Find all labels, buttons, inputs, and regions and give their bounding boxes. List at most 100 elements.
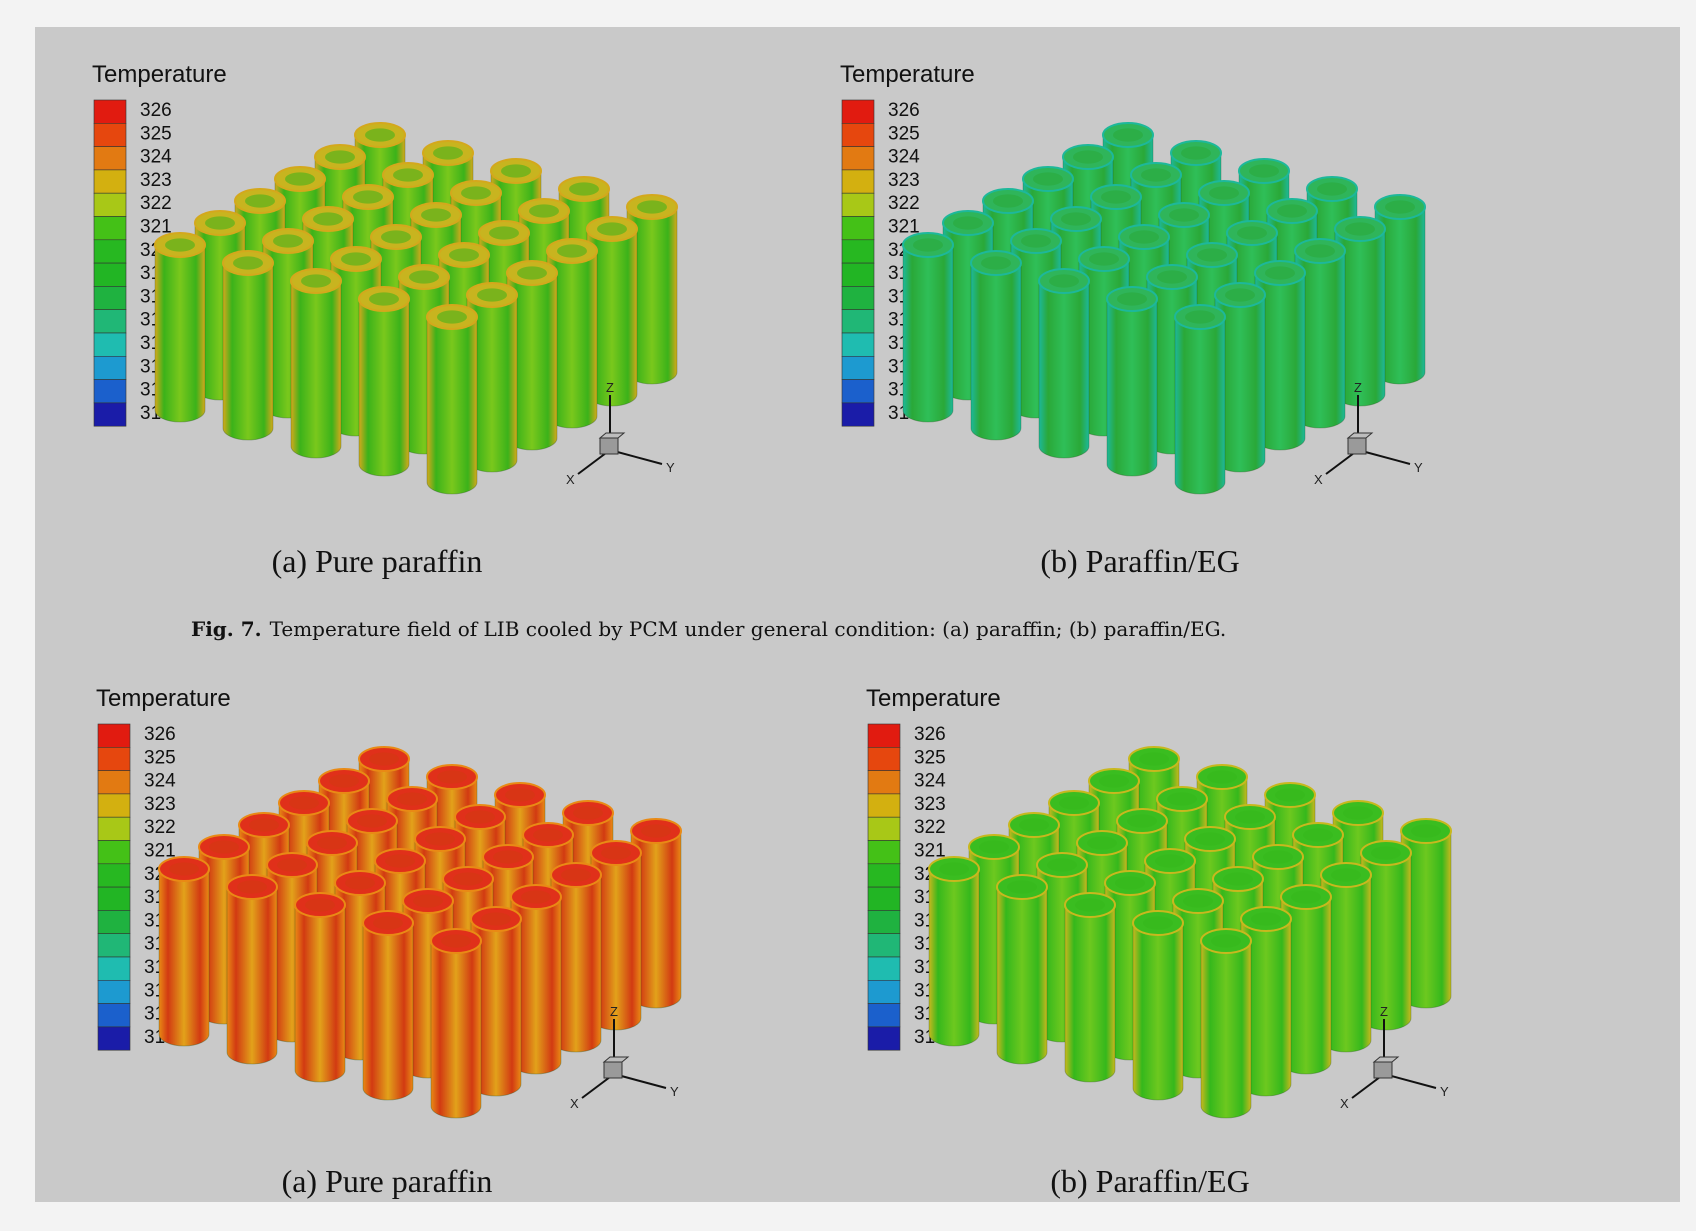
legend-tick-label: 326: [144, 724, 176, 745]
axis-label-y: Y: [1440, 1084, 1449, 1099]
battery-cell: [290, 268, 342, 459]
panel-b-bottom: Temperature32632532432332232132031931831…: [866, 685, 1452, 1119]
battery-cell-array: [928, 746, 1452, 1119]
battery-cell: [222, 250, 274, 441]
legend-tick-label: 323: [914, 794, 946, 815]
legend-tick-label: 323: [140, 170, 172, 191]
axis-label-y: Y: [666, 460, 675, 475]
legend-swatch: [93, 379, 127, 404]
legend-swatch: [97, 910, 131, 934]
legend-swatch: [867, 1026, 901, 1051]
axis-label-x: X: [570, 1096, 579, 1111]
legend-swatch: [841, 309, 875, 334]
legend-swatch: [841, 262, 875, 287]
legend-tick-label: 324: [144, 771, 176, 792]
legend-swatch: [867, 793, 901, 818]
legend-swatch: [93, 99, 127, 124]
figure-caption-text: Temperature field of LIB cooled by PCM u…: [270, 617, 1227, 641]
legend-swatch: [93, 332, 127, 357]
legend-swatch: [97, 746, 131, 771]
legend-tick-label: 321: [914, 841, 946, 862]
legend-swatch: [97, 1003, 131, 1028]
legend-swatch: [841, 216, 875, 241]
battery-cell: [1174, 304, 1226, 495]
legend-swatch: [93, 169, 127, 194]
legend-tick-label: 322: [914, 817, 946, 838]
legend-tick-label: 323: [144, 794, 176, 815]
legend-swatch: [97, 886, 131, 911]
battery-cell: [158, 856, 210, 1047]
legend-tick-label: 323: [888, 170, 920, 191]
battery-cell: [550, 862, 602, 1053]
battery-cell-array: [154, 122, 678, 495]
panel-a-bottom: Temperature32632532432332232132031931831…: [96, 685, 682, 1119]
axis-label-y: Y: [1414, 460, 1423, 475]
battery-cell: [506, 260, 558, 451]
legend-swatch: [841, 99, 875, 124]
battery-cell: [510, 884, 562, 1075]
battery-cell: [1106, 286, 1158, 477]
axis-triad-icon: Z Y X: [1340, 1004, 1449, 1111]
battery-cell: [1374, 194, 1426, 385]
battery-cell: [1280, 884, 1332, 1075]
legend-swatch: [97, 1026, 131, 1051]
legend-swatch: [93, 402, 127, 427]
battery-cell: [358, 286, 410, 477]
legend-swatch: [93, 239, 127, 264]
battery-cell: [1320, 862, 1372, 1053]
legend-swatch: [867, 723, 901, 748]
battery-cell: [362, 910, 414, 1101]
legend-swatch: [93, 216, 127, 241]
battery-cell: [1360, 840, 1412, 1031]
subfigure-caption-a-top: (a) Pure paraffin: [272, 543, 483, 579]
legend-tick-label: 321: [144, 841, 176, 862]
legend-title: Temperature: [840, 61, 975, 88]
legend-swatch: [841, 286, 875, 310]
battery-cell: [154, 232, 206, 423]
battery-cell: [1064, 892, 1116, 1083]
legend-swatch: [841, 379, 875, 404]
axis-label-z: Z: [610, 1004, 618, 1019]
battery-cell: [1294, 238, 1346, 429]
legend-swatch: [97, 723, 131, 748]
legend-swatch: [93, 355, 127, 380]
legend-swatch: [867, 933, 901, 958]
legend-tick-label: 324: [914, 771, 946, 792]
legend-tick-label: 324: [140, 147, 172, 168]
battery-cell-array: [158, 746, 682, 1119]
battery-cell: [970, 250, 1022, 441]
legend-swatch: [867, 816, 901, 841]
legend-swatch: [97, 770, 131, 795]
battery-cell: [996, 874, 1048, 1065]
legend-swatch: [841, 355, 875, 380]
legend-swatch: [841, 146, 875, 171]
legend-swatch: [867, 979, 901, 1004]
legend-swatch: [93, 146, 127, 171]
figure-caption: Fig. 7. Temperature field of LIB cooled b…: [191, 617, 1226, 641]
legend-swatch: [867, 910, 901, 934]
legend-title: Temperature: [92, 61, 227, 88]
legend-swatch: [841, 332, 875, 357]
legend-tick-label: 321: [140, 217, 172, 238]
axis-label-y: Y: [670, 1084, 679, 1099]
legend-swatch: [97, 956, 131, 981]
legend-tick-label: 322: [888, 193, 920, 214]
legend-tick-label: 325: [144, 747, 176, 768]
legend-swatch: [841, 192, 875, 217]
legend-tick-label: 322: [140, 193, 172, 214]
legend-swatch: [867, 863, 901, 888]
battery-cell: [630, 818, 682, 1009]
battery-cell: [1214, 282, 1266, 473]
legend-swatch: [93, 286, 127, 310]
subfigure-caption-b-top: (b) Paraffin/EG: [1040, 543, 1239, 579]
axis-label-z: Z: [606, 380, 614, 395]
subfigure-caption-b-bottom: (b) Paraffin/EG: [1050, 1163, 1249, 1199]
battery-cell: [470, 906, 522, 1097]
legend-swatch: [867, 746, 901, 771]
axis-label-x: X: [566, 472, 575, 487]
legend-tick-label: 325: [914, 747, 946, 768]
battery-cell: [1038, 268, 1090, 459]
legend-tick-label: 326: [888, 100, 920, 121]
figure-label: Fig. 7.: [191, 617, 262, 641]
